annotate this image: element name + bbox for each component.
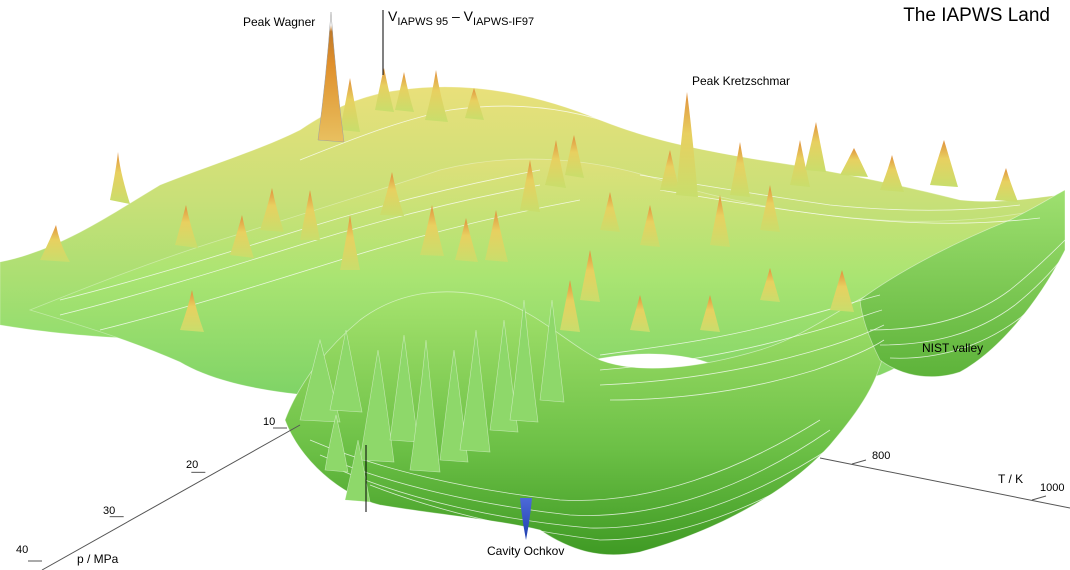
temperature-axis-line [819,457,1070,509]
surface-peaks [40,68,1018,332]
vertical-axis-subtrahend: IAPWS-IF97 [473,16,535,28]
annotation-peak-kretzschmar: Peak Kretzschmar [692,74,791,88]
temperature-axis-label: T / K [998,472,1024,486]
pressure-tick-label: 30 [103,505,116,517]
temperature-tick-label: 1000 [1040,482,1065,494]
peak-wagner-spike [317,11,345,143]
annotation-nist-valley: NIST valley [922,341,984,355]
pressure-tick-label: 10 [263,416,276,428]
temperature-axis-ticks [851,459,1047,501]
pressure-tick-label: 20 [186,459,199,471]
vertical-axis-symbol-2: V [463,8,474,24]
vertical-axis-label: VIAPWS 95 – VIAPWS-IF97 [388,8,534,28]
vertical-axis-minuend: IAPWS 95 [397,16,449,28]
annotation-cavity-ochkov: Cavity Ochkov [487,544,565,558]
axis-tick-mark [851,459,867,465]
pressure-axis-line [41,424,301,570]
pressure-axis-ticks [28,427,287,562]
cavity-ochkov-spike [520,498,532,540]
pressure-tick-label: 40 [16,544,29,556]
axis-tick-mark [1031,495,1047,501]
vertical-axis-operator: – [451,8,460,24]
valley-spikes [299,299,565,503]
temperature-tick-label: 800 [872,450,891,462]
surface-right-basin [859,189,1066,378]
chart-title: The IAPWS Land [903,5,1050,26]
pressure-axis-label: p / MPa [77,552,119,566]
annotation-peak-wagner: Peak Wagner [243,15,316,29]
vertical-axis-symbol-1: V [388,8,398,24]
contour-lines [59,105,1066,541]
